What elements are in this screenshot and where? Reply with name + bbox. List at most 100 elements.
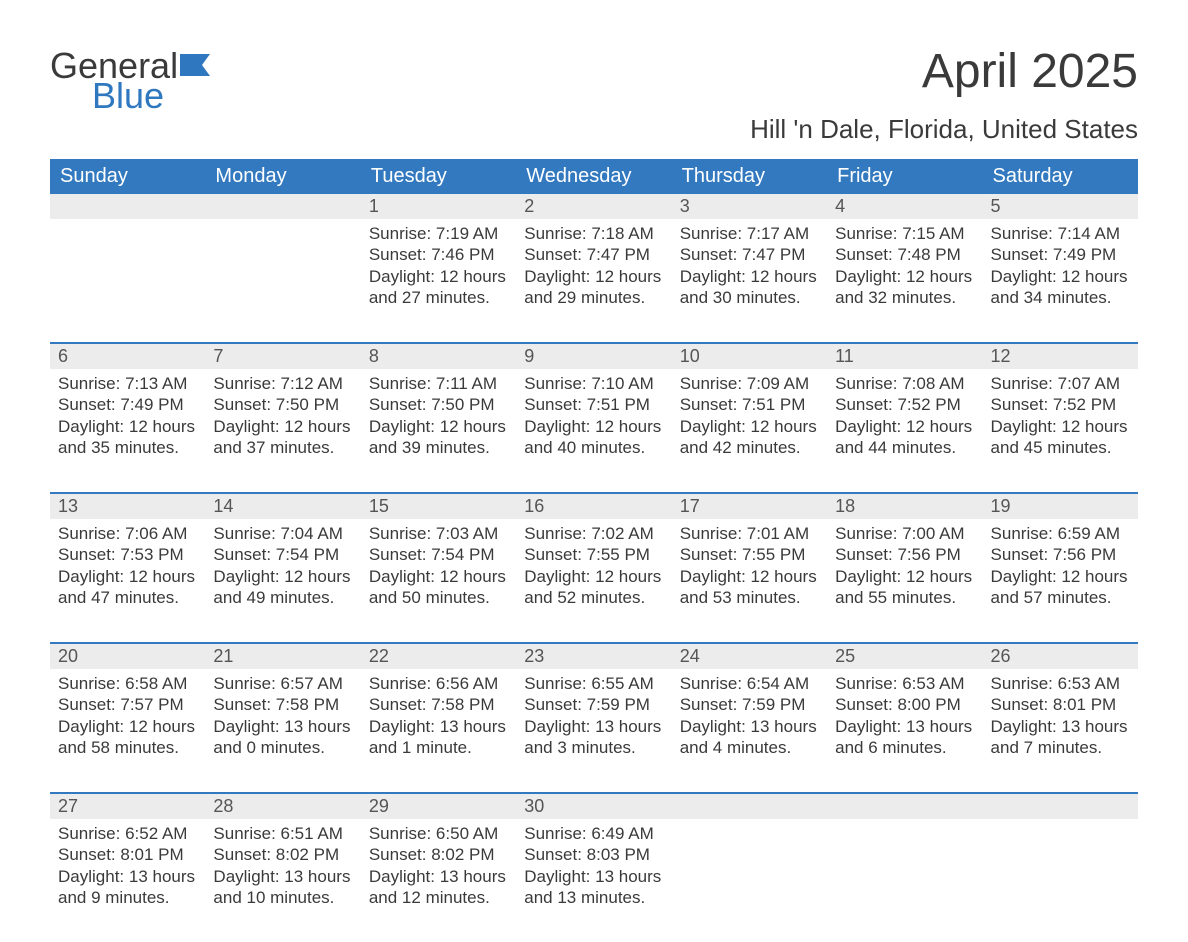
- day-detail-cell: Sunrise: 6:50 AMSunset: 8:02 PMDaylight:…: [361, 819, 516, 942]
- sunset-line: Sunset: 7:59 PM: [680, 694, 819, 715]
- day-detail-cell: Sunrise: 7:08 AMSunset: 7:52 PMDaylight:…: [827, 369, 982, 493]
- day-detail-cell: Sunrise: 7:06 AMSunset: 7:53 PMDaylight:…: [50, 519, 205, 643]
- day-number-cell: 19: [983, 494, 1138, 519]
- day-detail-cell: Sunrise: 7:14 AMSunset: 7:49 PMDaylight:…: [983, 219, 1138, 343]
- sunset-line: Sunset: 7:49 PM: [991, 244, 1130, 265]
- daylight-line: Daylight: 12 hours and 34 minutes.: [991, 266, 1130, 309]
- day-number-cell: 12: [983, 344, 1138, 369]
- sunrise-line: Sunrise: 7:12 AM: [213, 373, 352, 394]
- day-detail-cell: Sunrise: 6:53 AMSunset: 8:00 PMDaylight:…: [827, 669, 982, 793]
- day-number-cell: 29: [361, 794, 516, 819]
- daylight-line: Daylight: 12 hours and 52 minutes.: [524, 566, 663, 609]
- day-number-cell: 25: [827, 644, 982, 669]
- daylight-line: Daylight: 13 hours and 13 minutes.: [524, 866, 663, 909]
- day-number-cell: 13: [50, 494, 205, 519]
- day-detail-cell: Sunrise: 6:54 AMSunset: 7:59 PMDaylight:…: [672, 669, 827, 793]
- day-detail-cell: [983, 819, 1138, 942]
- day-detail-cell: Sunrise: 7:19 AMSunset: 7:46 PMDaylight:…: [361, 219, 516, 343]
- day-detail-cell: Sunrise: 7:07 AMSunset: 7:52 PMDaylight:…: [983, 369, 1138, 493]
- sunrise-line: Sunrise: 7:02 AM: [524, 523, 663, 544]
- sunrise-line: Sunrise: 7:07 AM: [991, 373, 1130, 394]
- sunrise-line: Sunrise: 6:51 AM: [213, 823, 352, 844]
- day-number-cell: 20: [50, 644, 205, 669]
- sunrise-line: Sunrise: 7:03 AM: [369, 523, 508, 544]
- sunrise-line: Sunrise: 6:54 AM: [680, 673, 819, 694]
- sunset-line: Sunset: 8:03 PM: [524, 844, 663, 865]
- sunset-line: Sunset: 7:51 PM: [524, 394, 663, 415]
- day-number-cell: [50, 194, 205, 219]
- sunset-line: Sunset: 7:55 PM: [680, 544, 819, 565]
- day-header: Friday: [827, 159, 982, 194]
- daylight-line: Daylight: 12 hours and 37 minutes.: [213, 416, 352, 459]
- daylight-line: Daylight: 13 hours and 9 minutes.: [58, 866, 197, 909]
- daylight-line: Daylight: 12 hours and 35 minutes.: [58, 416, 197, 459]
- daylight-line: Daylight: 13 hours and 12 minutes.: [369, 866, 508, 909]
- daylight-line: Daylight: 12 hours and 57 minutes.: [991, 566, 1130, 609]
- day-number-cell: 27: [50, 794, 205, 819]
- day-detail-cell: [205, 219, 360, 343]
- day-header: Saturday: [983, 159, 1138, 194]
- sunrise-line: Sunrise: 7:06 AM: [58, 523, 197, 544]
- sunrise-line: Sunrise: 6:55 AM: [524, 673, 663, 694]
- brand-word-2: Blue: [92, 78, 210, 114]
- brand-logo: General Blue: [50, 48, 210, 114]
- day-number-cell: 30: [516, 794, 671, 819]
- day-number-cell: 1: [361, 194, 516, 219]
- sunrise-line: Sunrise: 6:49 AM: [524, 823, 663, 844]
- day-number-cell: 14: [205, 494, 360, 519]
- sunrise-line: Sunrise: 6:53 AM: [835, 673, 974, 694]
- day-number-cell: 18: [827, 494, 982, 519]
- daylight-line: Daylight: 13 hours and 7 minutes.: [991, 716, 1130, 759]
- sunset-line: Sunset: 7:50 PM: [213, 394, 352, 415]
- sunset-line: Sunset: 8:02 PM: [213, 844, 352, 865]
- sunset-line: Sunset: 8:01 PM: [991, 694, 1130, 715]
- day-detail-cell: Sunrise: 7:10 AMSunset: 7:51 PMDaylight:…: [516, 369, 671, 493]
- daylight-line: Daylight: 12 hours and 55 minutes.: [835, 566, 974, 609]
- sunset-line: Sunset: 7:52 PM: [835, 394, 974, 415]
- sunrise-line: Sunrise: 7:04 AM: [213, 523, 352, 544]
- sunrise-line: Sunrise: 7:00 AM: [835, 523, 974, 544]
- daylight-line: Daylight: 13 hours and 4 minutes.: [680, 716, 819, 759]
- day-header: Monday: [205, 159, 360, 194]
- sunset-line: Sunset: 7:47 PM: [680, 244, 819, 265]
- day-header: Wednesday: [516, 159, 671, 194]
- day-detail-cell: [672, 819, 827, 942]
- sunrise-line: Sunrise: 6:58 AM: [58, 673, 197, 694]
- sunset-line: Sunset: 7:48 PM: [835, 244, 974, 265]
- daylight-line: Daylight: 12 hours and 44 minutes.: [835, 416, 974, 459]
- daylight-line: Daylight: 13 hours and 3 minutes.: [524, 716, 663, 759]
- sunrise-line: Sunrise: 7:01 AM: [680, 523, 819, 544]
- sunrise-line: Sunrise: 7:13 AM: [58, 373, 197, 394]
- day-detail-cell: Sunrise: 6:51 AMSunset: 8:02 PMDaylight:…: [205, 819, 360, 942]
- sunset-line: Sunset: 7:57 PM: [58, 694, 197, 715]
- day-number-cell: [205, 194, 360, 219]
- sunset-line: Sunset: 7:47 PM: [524, 244, 663, 265]
- daylight-line: Daylight: 12 hours and 47 minutes.: [58, 566, 197, 609]
- sunrise-line: Sunrise: 6:50 AM: [369, 823, 508, 844]
- brand-flag-icon: [180, 54, 210, 76]
- sunset-line: Sunset: 7:56 PM: [835, 544, 974, 565]
- day-detail-cell: [50, 219, 205, 343]
- sunrise-line: Sunrise: 7:14 AM: [991, 223, 1130, 244]
- day-number-cell: 23: [516, 644, 671, 669]
- day-number-cell: 15: [361, 494, 516, 519]
- day-number-cell: 4: [827, 194, 982, 219]
- sunset-line: Sunset: 7:53 PM: [58, 544, 197, 565]
- sunset-line: Sunset: 8:00 PM: [835, 694, 974, 715]
- sunrise-line: Sunrise: 7:09 AM: [680, 373, 819, 394]
- daylight-line: Daylight: 12 hours and 58 minutes.: [58, 716, 197, 759]
- day-number-cell: 8: [361, 344, 516, 369]
- day-detail-cell: Sunrise: 7:18 AMSunset: 7:47 PMDaylight:…: [516, 219, 671, 343]
- daylight-line: Daylight: 13 hours and 10 minutes.: [213, 866, 352, 909]
- daylight-line: Daylight: 12 hours and 32 minutes.: [835, 266, 974, 309]
- sunset-line: Sunset: 8:01 PM: [58, 844, 197, 865]
- sunrise-line: Sunrise: 7:10 AM: [524, 373, 663, 394]
- day-number-cell: 16: [516, 494, 671, 519]
- sunset-line: Sunset: 7:59 PM: [524, 694, 663, 715]
- daylight-line: Daylight: 12 hours and 50 minutes.: [369, 566, 508, 609]
- calendar-table: SundayMondayTuesdayWednesdayThursdayFrid…: [50, 159, 1138, 942]
- day-number-cell: [827, 794, 982, 819]
- daylight-line: Daylight: 12 hours and 42 minutes.: [680, 416, 819, 459]
- sunset-line: Sunset: 7:49 PM: [58, 394, 197, 415]
- sunset-line: Sunset: 7:55 PM: [524, 544, 663, 565]
